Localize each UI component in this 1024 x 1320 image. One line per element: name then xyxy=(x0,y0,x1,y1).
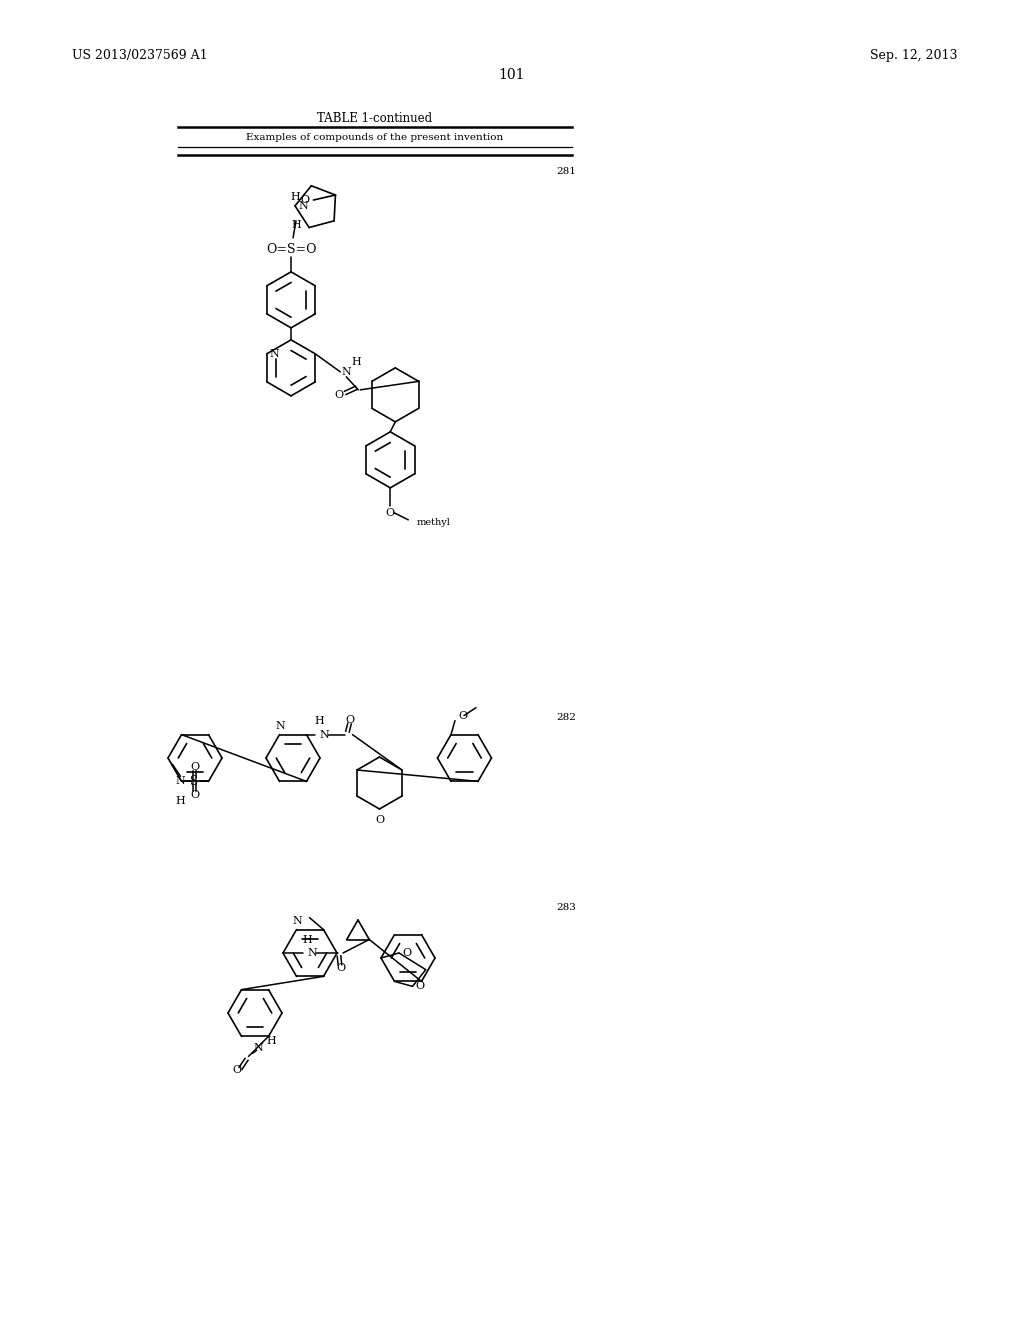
Text: H: H xyxy=(314,715,325,726)
Text: N: N xyxy=(293,916,302,925)
Text: O=S=O: O=S=O xyxy=(266,243,316,256)
Text: H: H xyxy=(291,191,300,202)
Text: 282: 282 xyxy=(556,714,575,722)
Text: O: O xyxy=(345,714,354,725)
Text: H: H xyxy=(302,935,312,945)
Text: O: O xyxy=(386,508,395,517)
Text: H: H xyxy=(176,796,185,807)
Text: 101: 101 xyxy=(499,69,525,82)
Text: H: H xyxy=(266,1036,276,1047)
Text: O: O xyxy=(300,195,309,205)
Text: N: N xyxy=(319,730,330,739)
Text: 283: 283 xyxy=(556,903,575,912)
Text: Sep. 12, 2013: Sep. 12, 2013 xyxy=(870,49,957,62)
Text: O: O xyxy=(458,710,467,721)
Text: O: O xyxy=(416,981,425,991)
Text: O: O xyxy=(375,814,384,825)
Text: H: H xyxy=(291,220,301,230)
Text: N: N xyxy=(269,348,280,359)
Text: N: N xyxy=(307,948,316,958)
Text: O: O xyxy=(189,763,199,772)
Text: N: N xyxy=(341,367,351,376)
Text: O: O xyxy=(232,1065,241,1076)
Text: methyl: methyl xyxy=(417,519,451,528)
Text: 281: 281 xyxy=(556,168,575,177)
Text: S: S xyxy=(190,775,199,788)
Text: TABLE 1-continued: TABLE 1-continued xyxy=(317,111,432,124)
Text: Examples of compounds of the present invention: Examples of compounds of the present inv… xyxy=(247,132,504,141)
Text: O: O xyxy=(337,964,345,973)
Text: N: N xyxy=(176,776,185,787)
Text: H: H xyxy=(351,356,361,367)
Text: O: O xyxy=(402,948,411,958)
Text: N: N xyxy=(298,201,308,211)
Text: US 2013/0237569 A1: US 2013/0237569 A1 xyxy=(72,49,208,62)
Text: N: N xyxy=(275,721,286,730)
Text: N: N xyxy=(254,1043,263,1053)
Text: O: O xyxy=(189,791,199,800)
Text: O: O xyxy=(335,389,344,400)
